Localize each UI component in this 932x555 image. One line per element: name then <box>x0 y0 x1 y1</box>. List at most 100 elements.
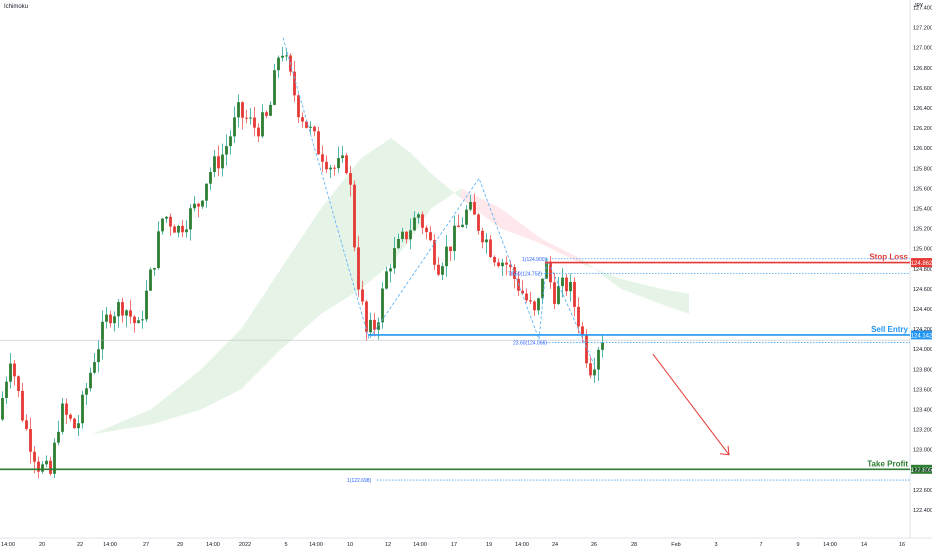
x-tick-label: 2022 <box>239 542 251 548</box>
candle-body <box>597 349 600 370</box>
candle-body <box>349 173 352 185</box>
y-tick-label: 125.000 <box>913 247 932 253</box>
candle-body <box>389 268 392 272</box>
cloud-segment <box>91 409 151 435</box>
cloud-segment <box>411 153 431 239</box>
candle-body <box>333 167 336 169</box>
candle-body <box>157 231 160 268</box>
x-tick-label: 22 <box>77 542 83 548</box>
currency-label: JPY <box>914 3 924 9</box>
candle-body <box>321 154 324 162</box>
candle-body <box>17 376 20 391</box>
candle-body <box>89 372 92 389</box>
cloud-segment <box>41 434 91 455</box>
candle-body <box>433 240 436 265</box>
candle-body <box>221 154 224 169</box>
x-tick-label: 29 <box>177 542 183 548</box>
candle-body <box>313 126 316 132</box>
candle-body <box>589 363 592 376</box>
candle-body <box>445 246 448 267</box>
candle-body <box>29 428 32 452</box>
candle-body <box>449 246 452 252</box>
candle-body <box>505 262 508 265</box>
candle-body <box>153 267 156 270</box>
x-tick-label: 7 <box>759 542 762 548</box>
candle-body <box>489 239 492 258</box>
candle-body <box>81 394 84 424</box>
y-tick-label: 123.400 <box>913 408 932 414</box>
candle-body <box>345 155 348 174</box>
candle-body <box>325 161 328 170</box>
x-tick-label: 27 <box>143 542 149 548</box>
candle-body <box>465 209 468 225</box>
candle-body <box>277 57 280 71</box>
x-tick-label: 20 <box>39 542 45 548</box>
candle-body <box>49 460 52 474</box>
candle-body <box>529 300 532 302</box>
y-tick-label: 123.800 <box>913 367 932 373</box>
bearish-arrow-line <box>652 353 730 456</box>
y-tick-label: 125.200 <box>913 227 932 233</box>
candle-body <box>101 321 104 350</box>
candle-body <box>197 203 200 207</box>
y-tick-label: 125.800 <box>913 166 932 172</box>
candle-body <box>137 320 140 324</box>
fib-level-label: 1(122.698) <box>347 478 372 484</box>
candle-body <box>405 231 408 240</box>
candle-body <box>193 203 196 209</box>
candle-body <box>485 239 488 243</box>
candle-body <box>565 277 568 292</box>
cloud-segment <box>361 138 391 289</box>
cloud-segment <box>391 138 411 264</box>
candle-body <box>141 319 144 321</box>
candle-body <box>209 171 212 184</box>
fib-level-label: 78.60(124.752) <box>508 272 542 278</box>
y-tick-label: 124.600 <box>913 287 932 293</box>
x-tick-label: 14:00 <box>413 542 427 548</box>
candle-body <box>561 277 564 287</box>
candle-body <box>537 298 540 311</box>
candle-body <box>381 288 384 323</box>
y-tick-label: 127.200 <box>913 26 932 32</box>
candle-body <box>33 451 36 462</box>
candle-body <box>273 70 276 105</box>
candle-body <box>373 319 376 330</box>
x-tick-label: 14:00 <box>309 542 323 548</box>
cloud-segment <box>541 238 581 264</box>
candle-body <box>5 381 8 398</box>
candle-body <box>573 281 576 307</box>
sell-entry-label: Sell Entry <box>871 325 908 334</box>
candle-body <box>145 290 148 320</box>
x-tick-label: 19 <box>486 542 492 548</box>
x-tick-label: 14:00 <box>515 542 529 548</box>
candle-body <box>317 131 320 155</box>
candle-body <box>1 397 4 420</box>
y-tick-label: 126.400 <box>913 106 932 112</box>
candles <box>1 46 604 479</box>
candle-body <box>353 184 356 248</box>
take-profit-price-tag <box>911 464 932 474</box>
take-profit-label: Take Profit <box>867 459 908 468</box>
x-tick-label: 26 <box>591 542 597 548</box>
candle-body <box>377 322 380 330</box>
candle-body <box>369 319 372 333</box>
candle-body <box>437 264 440 275</box>
candle-body <box>205 183 208 201</box>
candle-body <box>513 267 516 279</box>
cloud-segment <box>431 173 461 209</box>
y-tick-label: 127.000 <box>913 46 932 52</box>
candle-body <box>357 247 360 290</box>
x-tick-label: 5 <box>284 542 287 548</box>
candle-body <box>365 301 368 333</box>
indicator-label: Ichimoku <box>4 4 29 10</box>
y-tick-label: 122.400 <box>913 508 932 514</box>
candle-body <box>281 55 284 58</box>
candle-body <box>553 282 556 304</box>
candle-body <box>105 314 108 322</box>
candle-body <box>497 262 500 267</box>
cloud-segment <box>621 278 661 304</box>
candle-body <box>61 403 64 432</box>
candle-body <box>181 225 184 233</box>
